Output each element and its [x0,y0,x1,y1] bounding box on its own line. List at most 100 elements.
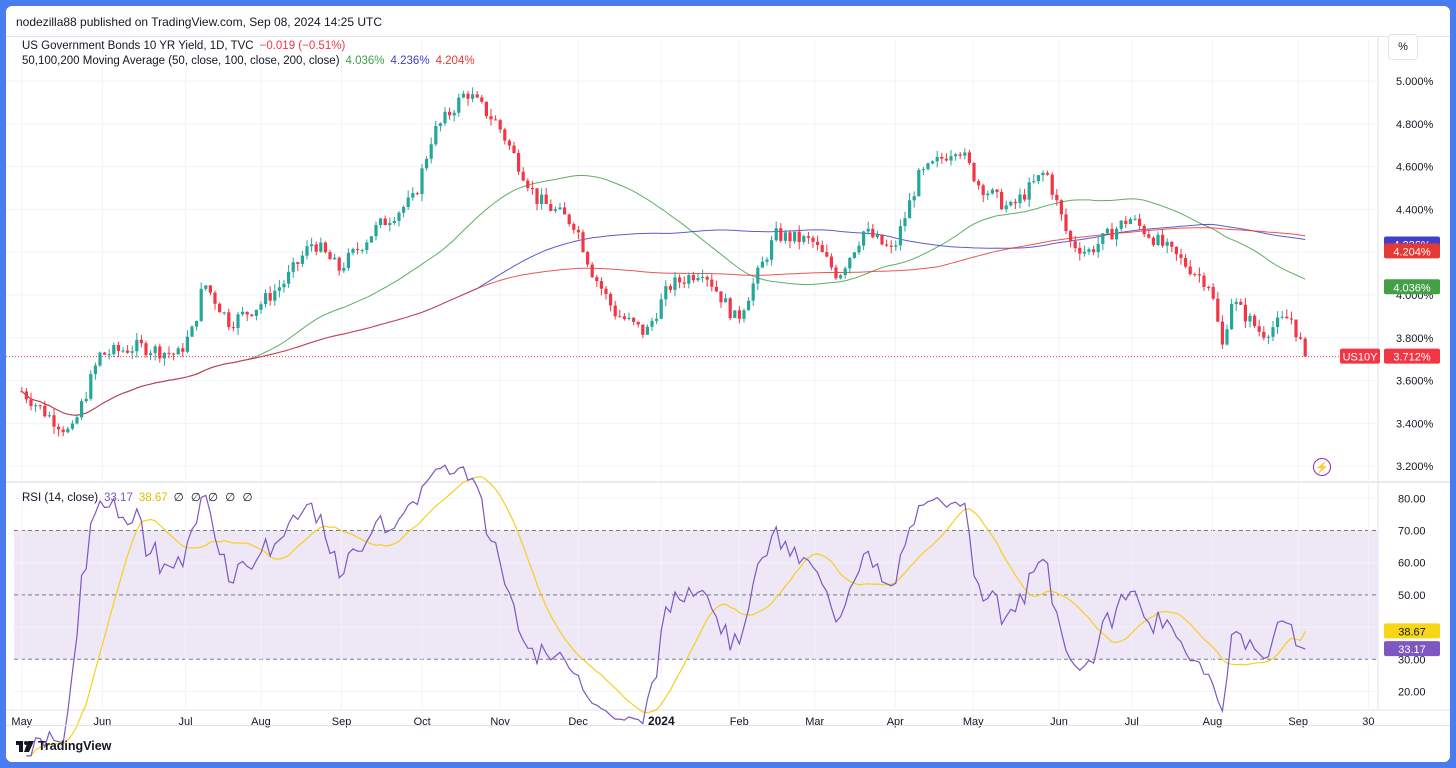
candle-body [415,193,419,195]
candle-body [751,283,755,301]
candle-body [466,93,470,99]
candle-body [70,423,74,429]
candle-body [894,245,898,247]
candle-body [1271,327,1275,337]
time-tick-label: Jul [179,716,193,728]
candle-body [723,298,728,303]
candle-body [1303,338,1307,357]
candle-body [116,345,120,351]
candle-body [222,312,226,314]
time-tick-label: May [11,716,32,728]
price-tick-label: 3.200% [1396,461,1434,473]
percent-scale-button[interactable]: % [1388,34,1418,60]
candle-body [627,317,631,319]
candle-body [926,163,930,170]
time-tick-label: Sep [1288,716,1308,728]
candle-body [1179,254,1183,258]
candle-body [595,277,599,282]
candle-body [1064,214,1068,232]
candle-body [1096,243,1100,253]
candle-body [480,97,484,102]
candle-body [66,428,70,433]
candle-body [56,426,61,430]
chart-canvas[interactable]: 5.000%4.800%4.600%4.400%4.200%4.000%3.80… [6,6,1450,762]
candle-body [760,261,764,268]
candle-body [963,152,967,156]
ma200-price-tag: 4.204% [1393,246,1431,258]
ma50-price-tag: 4.036% [1393,282,1431,294]
candle-body [788,232,792,242]
candle-body [204,285,208,289]
candle-body [999,191,1004,210]
candle-body [112,345,116,355]
candle-body [319,242,323,252]
candle-body [558,207,562,210]
candle-body [365,242,369,251]
candle-body [889,245,893,247]
time-tick-label: Aug [1203,716,1223,728]
candle-body [631,317,636,322]
candle-body [1036,175,1040,182]
publisher-header: nodezilla88 published on TradingView.com… [16,15,383,29]
candle-body [530,188,534,190]
candle-body [668,286,672,290]
candle-body [526,180,530,189]
candle-body [834,267,838,279]
candle-body [277,287,281,291]
candle-body [328,252,332,260]
time-tick-label: Jul [1125,716,1139,728]
candle-body [457,97,461,113]
time-tick-label: Jun [1050,716,1068,728]
candle-body [397,212,401,221]
candle-body [503,129,507,141]
time-tick-label: Mar [805,716,824,728]
candle-body [1229,303,1234,330]
candle-body [953,154,958,157]
candle-body [153,346,157,354]
time-tick-label: Nov [490,716,510,728]
candle-body [769,240,774,260]
candle-body [406,197,410,208]
candle-body [47,415,51,417]
candle-body [935,156,939,162]
candle-body [1174,246,1178,255]
candle-body [346,252,350,268]
candle-body [102,352,107,355]
rsi-ma-line [26,476,1306,757]
candle-body [618,316,622,318]
rsi-value-tag: 33.17 [1398,644,1426,656]
candle-body [806,236,810,238]
candle-body [1133,218,1137,220]
candle-body [1004,205,1008,210]
candle-body [158,346,162,359]
candle-body [857,245,861,253]
candle-body [1128,219,1132,224]
candle-body [1091,249,1096,253]
rsi-ma-tag: 38.67 [1398,626,1426,638]
candle-body [135,339,139,352]
candle-body [208,285,212,293]
rsi-tick-label: 60.00 [1398,558,1426,570]
candle-body [1059,200,1063,215]
candle-body [1298,337,1303,339]
last-price-tag-bg [1384,348,1440,364]
candle-body [1285,316,1289,319]
candle-body [907,200,912,219]
candle-body [986,193,990,196]
candle-body [714,286,718,292]
candle-body [263,293,268,305]
candle-body [236,314,240,329]
candle-body [213,292,217,304]
candle-body [972,163,976,182]
candle-body [273,290,277,301]
flash-icon[interactable]: ⚡ [1313,458,1331,476]
candle-body [489,116,493,120]
candle-body [305,246,309,256]
candle-body [470,94,475,99]
candle-body [1165,241,1169,246]
candle-body [576,229,580,233]
candle-body [949,156,953,161]
candle-body [309,244,314,247]
candle-body [512,145,516,154]
candle-body [884,244,889,246]
